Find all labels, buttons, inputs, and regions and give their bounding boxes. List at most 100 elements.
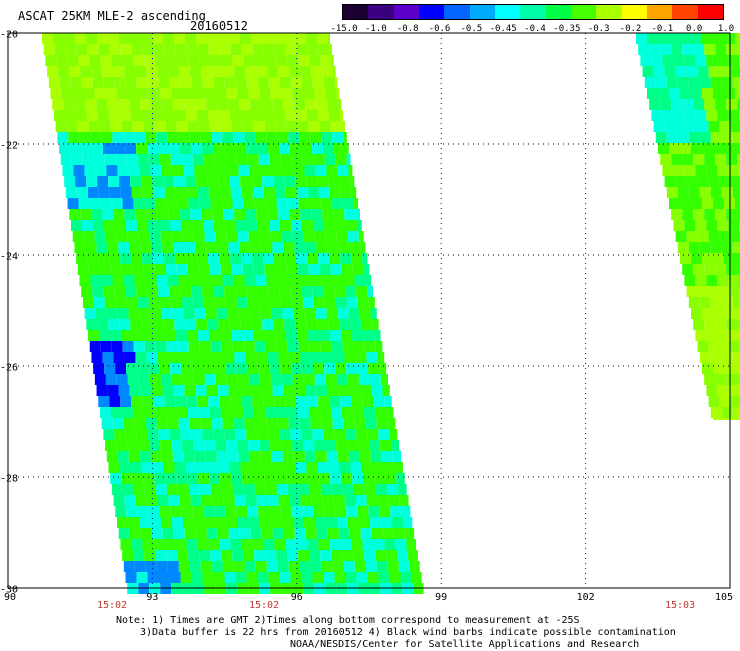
- swath-cell: [283, 528, 295, 539]
- swath-cell: [217, 528, 229, 539]
- swath-cell: [178, 275, 190, 286]
- swath-cell: [336, 440, 348, 451]
- swath-cell: [260, 451, 272, 462]
- swath-cell: [287, 484, 299, 495]
- swath-cell: [680, 198, 691, 209]
- swath-cell: [653, 121, 665, 132]
- swath-cell: [651, 110, 663, 121]
- swath-cell: [172, 308, 184, 319]
- swath-cell: [347, 440, 359, 451]
- swath-cell: [150, 308, 162, 319]
- swath-cell: [328, 33, 330, 44]
- swath-cell: [99, 330, 111, 341]
- swath-cell: [658, 33, 669, 44]
- swath-cell: [201, 495, 213, 506]
- swath-cell: [96, 99, 108, 110]
- swath-cell: [391, 440, 400, 451]
- swath-cell: [307, 44, 319, 55]
- swath-cell: [118, 242, 130, 253]
- swath-cell: [331, 550, 343, 561]
- swath-cell: [163, 176, 175, 187]
- swath-cell: [67, 198, 79, 209]
- swath-cell: [104, 363, 116, 374]
- swath-cell: [212, 209, 224, 220]
- swath-cell: [278, 495, 290, 506]
- swath-cell: [234, 495, 246, 506]
- swath-cell: [735, 308, 740, 319]
- swath-cell: [267, 66, 279, 77]
- swath-cell: [697, 286, 709, 297]
- swath-cell: [309, 484, 321, 495]
- swath-cell: [147, 286, 159, 297]
- swath-cell: [315, 517, 327, 528]
- swath-cell: [292, 374, 304, 385]
- swath-cell: [145, 132, 157, 143]
- swath-cell: [157, 352, 169, 363]
- swath-cell: [356, 220, 362, 231]
- swath-cell: [197, 396, 209, 407]
- swath-cell: [218, 176, 230, 187]
- swath-cell: [208, 539, 220, 550]
- swath-cell: [105, 88, 117, 99]
- swath-cell: [178, 561, 190, 572]
- swath-cell: [392, 517, 404, 528]
- swath-cell: [295, 319, 307, 330]
- swath-cell: [691, 143, 702, 154]
- swath-cell: [697, 121, 709, 132]
- swath-cell: [300, 66, 312, 77]
- swath-cell: [108, 176, 120, 187]
- swath-cell: [283, 242, 295, 253]
- swath-cell: [93, 363, 105, 374]
- swath-cell: [202, 572, 214, 583]
- swath-cell: [94, 231, 106, 242]
- swath-cell: [245, 495, 257, 506]
- swath-cell: [389, 429, 398, 440]
- swath-cell: [160, 440, 172, 451]
- swath-cell: [300, 209, 312, 220]
- swath-cell: [702, 253, 713, 264]
- swath-cell: [283, 385, 295, 396]
- swath-cell: [242, 473, 254, 484]
- swath-cell: [155, 55, 167, 66]
- swath-cell: [732, 352, 740, 363]
- swath-cell: [182, 440, 194, 451]
- swath-cell: [110, 121, 122, 132]
- swath-cell: [94, 88, 106, 99]
- swath-cell: [387, 561, 399, 572]
- swath-cell: [218, 462, 230, 473]
- swath-cell: [233, 418, 245, 429]
- swath-cell: [719, 396, 731, 407]
- colorbar-label: -0.35: [553, 24, 581, 34]
- swath-cell: [323, 429, 335, 440]
- swath-cell: [223, 209, 235, 220]
- swath-cell: [236, 506, 248, 517]
- swath-cell: [291, 506, 303, 517]
- swath-cell: [284, 33, 295, 44]
- swath-cell: [139, 451, 151, 462]
- swath-cell: [204, 88, 216, 99]
- swath-cell: [728, 220, 740, 231]
- swath-cell: [680, 33, 691, 44]
- swath-cell: [163, 110, 175, 121]
- swath-cell: [273, 319, 285, 330]
- swath-cell: [231, 264, 243, 275]
- swath-cell: [162, 242, 174, 253]
- swath-cell: [78, 55, 90, 66]
- swath-cell: [185, 319, 197, 330]
- swath-cell: [372, 319, 379, 330]
- swath-cell: [136, 143, 148, 154]
- swath-cell: [328, 110, 340, 121]
- swath-cell: [230, 187, 242, 198]
- swath-cell: [232, 55, 244, 66]
- swath-cell: [241, 539, 253, 550]
- swath-cell: [131, 253, 143, 264]
- swath-cell: [154, 407, 166, 418]
- swath-cell: [198, 121, 210, 132]
- swath-cell: [174, 33, 185, 44]
- swath-cell: [155, 550, 167, 561]
- swath-cell: [121, 407, 133, 418]
- swath-cell: [176, 264, 188, 275]
- swath-cell: [80, 66, 92, 77]
- swath-cell: [56, 55, 68, 66]
- swath-cell: [344, 495, 356, 506]
